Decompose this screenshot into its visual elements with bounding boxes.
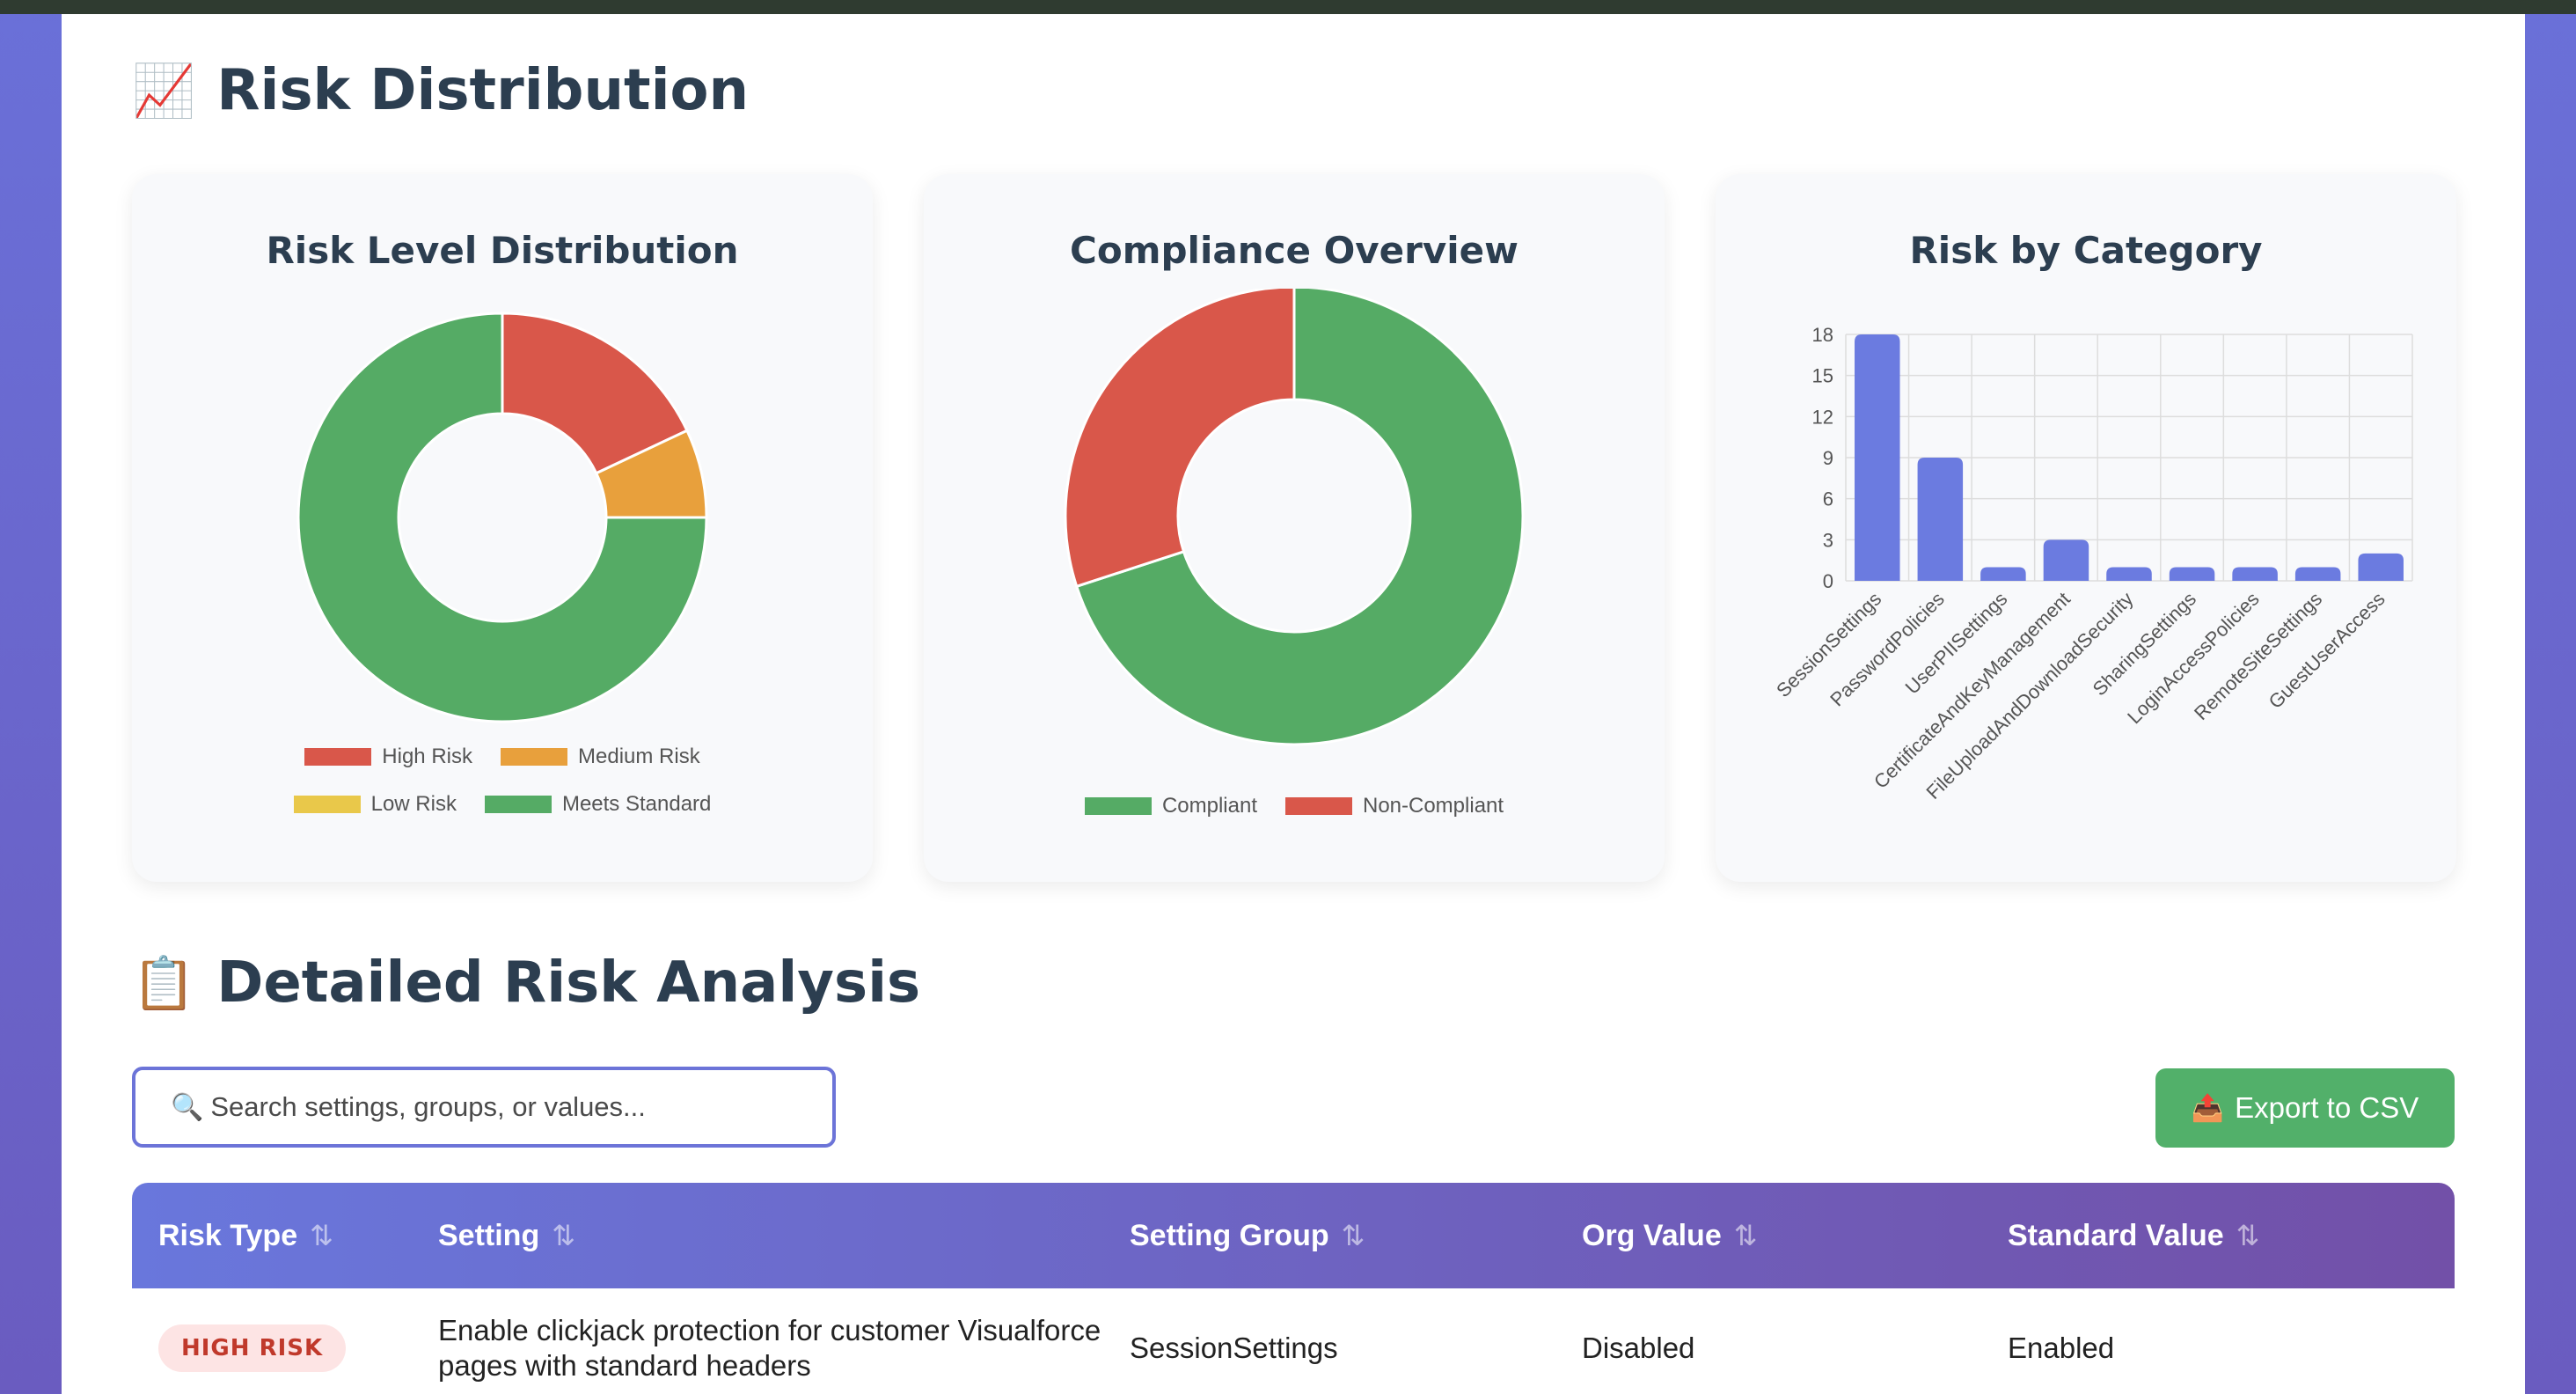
x-tick-label: GuestUserAccess	[2265, 588, 2389, 713]
y-tick-label: 15	[1812, 365, 1833, 387]
compliance-title: Compliance Overview	[1070, 229, 1519, 272]
risk-badge: HIGH RISK	[158, 1324, 347, 1372]
column-header-setting-group[interactable]: Setting Group ⇅	[1130, 1218, 1365, 1252]
org-value-cell: Disabled	[1582, 1332, 1695, 1364]
risk-distribution-title: Risk Distribution	[216, 58, 750, 123]
y-tick-label: 18	[1812, 324, 1833, 346]
legend-swatch	[293, 796, 361, 813]
column-header-risk-type[interactable]: Risk Type ⇅	[158, 1218, 333, 1252]
compliance-card: Compliance Overview Compliant Non-Complia…	[924, 174, 1665, 882]
legend-item-meets-standard[interactable]: Meets Standard	[484, 792, 712, 817]
slice-high-risk[interactable]	[501, 312, 689, 475]
slice-meets-standard[interactable]	[296, 312, 708, 723]
bar-certificateandkeymanagement[interactable]	[2043, 539, 2089, 581]
legend-swatch	[1084, 797, 1152, 815]
slice-compliant[interactable]	[1074, 289, 1525, 746]
y-tick-label: 3	[1823, 529, 1833, 551]
column-header-setting[interactable]: Setting ⇅	[438, 1218, 576, 1252]
chart-increasing-icon: 📈	[132, 60, 196, 121]
bar-guestuseraccess[interactable]	[2358, 553, 2404, 581]
y-tick-label: 9	[1823, 447, 1833, 469]
legend-swatch	[501, 748, 567, 766]
detailed-analysis-heading: 📋 Detailed Risk Analysis	[132, 950, 920, 1016]
sort-icon: ⇅	[1733, 1220, 1758, 1251]
sort-icon: ⇅	[2236, 1220, 2260, 1251]
risk-level-title: Risk Level Distribution	[266, 229, 739, 272]
bar-sessionsettings[interactable]	[1855, 334, 1900, 581]
bar-remotesitesettings[interactable]	[2294, 567, 2341, 581]
legend-label: Low Risk	[370, 792, 457, 816]
legend-label: High Risk	[382, 745, 472, 768]
category-card: Risk by Category 0 3 6 9 12 15 18 SessionSettin…	[1716, 174, 2456, 882]
category-title: Risk by Category	[1909, 229, 2263, 272]
detailed-analysis-title: Detailed Risk Analysis	[216, 950, 921, 1016]
bar-sharingsettings[interactable]	[2169, 567, 2215, 581]
risk-level-donut-chart	[296, 312, 708, 723]
x-tick-label: SessionSettings	[1772, 588, 1885, 701]
y-tick-label: 12	[1812, 406, 1833, 428]
column-header-org-value[interactable]: Org Value ⇅	[1582, 1218, 1758, 1252]
standard-value-cell: Enabled	[2008, 1332, 2115, 1364]
legend-label: Non-Compliant	[1362, 794, 1504, 818]
y-tick-label: 6	[1823, 488, 1833, 510]
legend-label: Medium Risk	[578, 745, 700, 768]
table-row[interactable]: HIGH RISK Enable clickjack protection fo…	[132, 1288, 2455, 1394]
legend-swatch	[1284, 797, 1352, 815]
setting-cell: Enable clickjack protection for customer…	[438, 1314, 1101, 1382]
x-tick-label: PasswordPolicies	[1826, 588, 1949, 711]
bar-passwordpolicies[interactable]	[1917, 458, 1964, 581]
search-box[interactable]: 🔍	[132, 1067, 836, 1148]
legend-item-compliant[interactable]: Compliant	[1084, 794, 1257, 818]
column-header-standard-value[interactable]: Standard Value ⇅	[2008, 1218, 2260, 1252]
y-tick-label: 0	[1823, 570, 1833, 592]
export-csv-button[interactable]: 📤 Export to CSV	[2155, 1068, 2455, 1148]
sort-icon: ⇅	[310, 1220, 333, 1251]
risk-level-legend: High Risk Medium Risk Low Risk Meets Standa…	[132, 745, 873, 840]
outbox-tray-icon: 📤	[2191, 1093, 2225, 1123]
legend-swatch	[484, 796, 552, 813]
slice-non-compliant[interactable]	[1064, 289, 1296, 589]
legend-item-medium-risk[interactable]: Medium Risk	[501, 745, 700, 769]
compliance-donut-chart	[1064, 289, 1525, 746]
legend-label: Meets Standard	[561, 792, 712, 816]
clipboard-icon: 📋	[132, 952, 196, 1013]
legend-swatch	[304, 748, 372, 766]
category-bar-chart: 0 3 6 9 12 15 18 SessionSettingsPasswordPolicie…	[1772, 324, 2413, 803]
setting-group-cell: SessionSettings	[1130, 1332, 1338, 1364]
sort-icon: ⇅	[1341, 1220, 1365, 1251]
export-csv-label: Export to CSV	[2235, 1091, 2419, 1124]
table-header: Risk Type ⇅ Setting ⇅ Setting Group ⇅ Org V…	[132, 1183, 2455, 1288]
compliance-legend: Compliant Non-Compliant	[924, 794, 1665, 841]
legend-label: Compliant	[1161, 794, 1257, 818]
bar-loginaccesspolicies[interactable]	[2232, 567, 2278, 581]
window-top-bar	[0, 0, 2576, 14]
search-icon: 🔍	[171, 1092, 204, 1122]
main-container: 📈 Risk Distribution Risk Level Distribut…	[62, 14, 2525, 1394]
legend-item-non-compliant[interactable]: Non-Compliant	[1284, 794, 1504, 818]
legend-item-low-risk[interactable]: Low Risk	[293, 792, 457, 817]
risk-distribution-heading: 📈 Risk Distribution	[132, 58, 749, 123]
sort-icon: ⇅	[552, 1220, 576, 1251]
risk-level-card: Risk Level Distribution High Risk Medium …	[132, 174, 873, 882]
legend-item-high-risk[interactable]: High Risk	[304, 745, 472, 769]
bar-userpiisettings[interactable]	[1980, 567, 2026, 581]
search-input[interactable]	[210, 1091, 809, 1123]
bar-fileuploadanddownloadsecurity[interactable]	[2106, 567, 2152, 581]
